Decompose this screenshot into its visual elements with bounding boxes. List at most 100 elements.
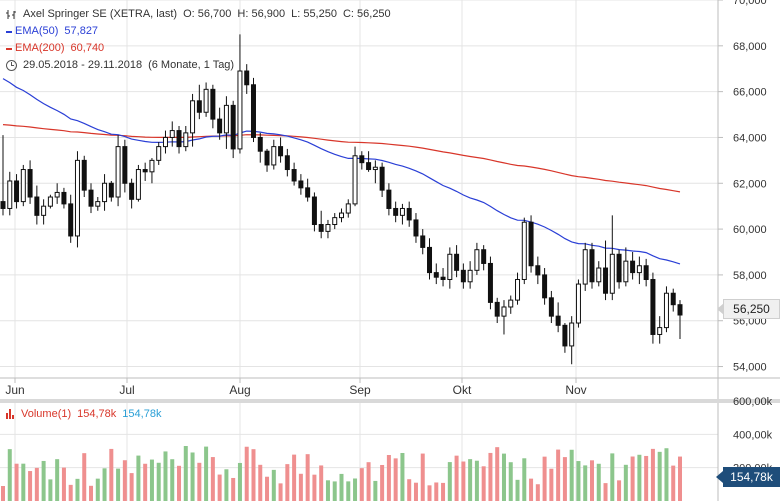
date-range: 29.05.2018 - 29.11.2018 — [23, 59, 143, 71]
candle-up — [339, 212, 344, 219]
candle-down — [650, 278, 656, 335]
candle-up — [20, 169, 26, 203]
candle-down — [589, 249, 595, 283]
volume-bar-up — [170, 459, 175, 501]
volume-bar-down — [386, 454, 391, 501]
candle-up — [609, 253, 615, 294]
volume-bar-up — [596, 463, 601, 501]
candle-down — [670, 292, 676, 306]
legend-ema200[interactable]: EMA(200) 60,740 — [6, 40, 397, 57]
volume-bar-down — [535, 484, 540, 501]
volume-bar-down — [420, 453, 425, 501]
volume-bar-down — [82, 453, 87, 501]
candle-up — [372, 166, 378, 171]
candle-up — [183, 132, 189, 148]
candle-down — [217, 118, 223, 134]
candle-up — [223, 104, 229, 134]
candle-up — [521, 221, 527, 280]
clock-icon — [6, 60, 17, 71]
volume-bar-up — [522, 458, 527, 501]
candle-up — [623, 260, 629, 283]
candle-up — [135, 169, 141, 200]
ema50-line — [2, 78, 681, 265]
candle-down — [359, 155, 365, 164]
candle-down — [61, 191, 67, 205]
candle-down — [210, 88, 216, 120]
volume-bar-down — [461, 461, 466, 501]
volume-bar-down — [427, 485, 432, 501]
volume-bar-down — [630, 456, 635, 501]
volume-bar-down — [217, 474, 222, 501]
ema200-line — [2, 124, 681, 193]
close-value: C: 56,250 — [342, 8, 391, 20]
open-value: O: 56,700 — [183, 8, 232, 20]
volume-bar-down — [129, 473, 134, 501]
volume-bar-up — [583, 465, 588, 501]
volume-bar-up — [156, 462, 161, 501]
candle-down — [643, 265, 649, 280]
volume-bar-down — [678, 456, 682, 501]
volume-legend: Volume(1) 154,78k 154,78k — [6, 408, 167, 420]
volume-bar-down — [285, 464, 290, 501]
volume-bar-down — [197, 462, 202, 501]
ema50-label: EMA(50) — [15, 25, 59, 37]
volume-bar-down — [34, 467, 39, 501]
low-value: L: 55,250 — [291, 8, 337, 20]
volume-bar-up — [468, 459, 473, 501]
candle-down — [68, 203, 74, 237]
candle-down — [311, 196, 317, 226]
volume-bar-down — [143, 463, 148, 501]
volume-bar-down — [210, 457, 215, 501]
volume-bar-up — [21, 463, 26, 501]
volume-bar-down — [312, 474, 317, 501]
volume-bar-down — [258, 464, 263, 501]
x-tick-label: Okt — [453, 383, 472, 397]
volume-bar-down — [265, 476, 270, 501]
volume-bar-up — [576, 461, 581, 501]
candle-up — [515, 278, 521, 301]
candle-up — [7, 180, 13, 209]
candle-down — [291, 169, 297, 182]
legend-ema50[interactable]: EMA(50) 57,827 — [6, 23, 397, 40]
volume-bar-down — [68, 484, 73, 501]
volume-bar-down — [292, 454, 297, 501]
ema200-value: 60,740 — [70, 42, 105, 54]
candle-down — [122, 146, 128, 184]
candle-down — [142, 169, 148, 173]
volume-bar-up — [102, 468, 107, 501]
candles — [0, 34, 683, 365]
candle-down — [264, 150, 270, 166]
candle-down — [487, 262, 493, 303]
volume-bar-up — [224, 469, 229, 501]
x-tick-label: Nov — [565, 383, 586, 397]
candle-up — [508, 299, 514, 308]
y-tick-label: 62,000 — [733, 178, 767, 190]
volume-bar-down — [122, 460, 127, 501]
candle-down — [0, 201, 6, 209]
volume-bar-up — [569, 449, 574, 501]
last-volume-tag: 154,78k — [716, 467, 780, 487]
grid — [0, 0, 718, 501]
candle-down — [413, 219, 419, 237]
ema200-label: EMA(200) — [15, 42, 65, 54]
volume-bar-down — [380, 464, 385, 501]
volume-bar-down — [671, 465, 676, 501]
volume-bar-up — [657, 451, 662, 501]
ema50-path — [2, 78, 681, 265]
volume-bar-down — [650, 448, 655, 501]
volume-tick-label: 400,00k — [733, 429, 773, 441]
volume-bars — [1, 446, 682, 501]
volume-bar-down — [454, 455, 459, 501]
volume-bar-up — [163, 451, 168, 501]
candle-up — [501, 306, 507, 317]
x-tick-label: Jul — [119, 383, 134, 397]
candle-up — [169, 130, 175, 138]
volume-bar-up — [474, 460, 479, 501]
y-tick-label: 68,000 — [733, 41, 767, 53]
volume-bar-down — [529, 478, 534, 501]
chart-legend: Axel Springer SE (XETRA, last) O: 56,700… — [6, 6, 397, 74]
candle-up — [54, 191, 60, 198]
candle-down — [542, 274, 548, 299]
